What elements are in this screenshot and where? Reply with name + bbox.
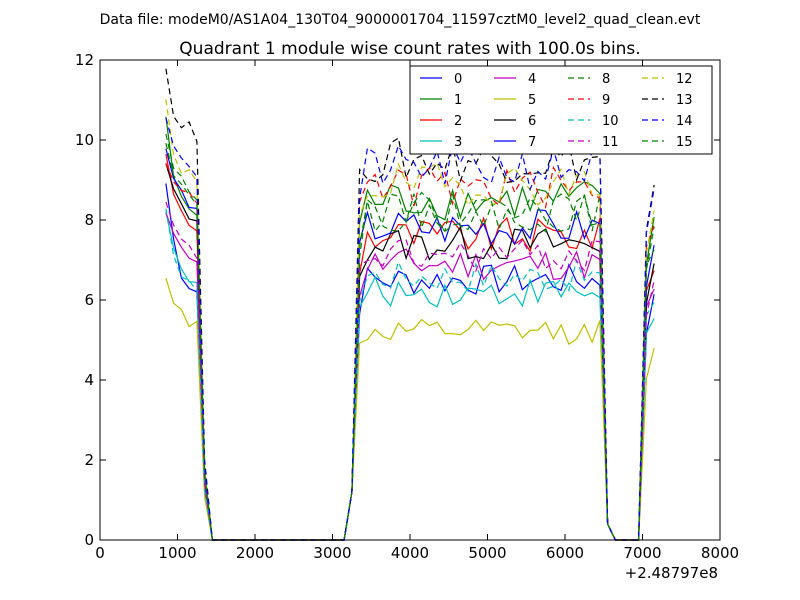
legend-label-8: 8 [602,72,610,87]
legend-label-9: 9 [602,93,610,108]
legend-label-10: 10 [602,114,619,129]
legend-label-13: 13 [676,93,693,108]
legend-label-4: 4 [528,72,536,87]
y-tick-label: 2 [84,451,94,469]
legend-label-5: 5 [528,93,536,108]
x-tick-label: 1000 [158,544,196,562]
series-line-13 [165,68,655,541]
legend-label-1: 1 [454,93,462,108]
y-tick-label: 4 [84,371,94,389]
x-offset-label: +2.48797e8 [625,564,718,582]
x-tick-label: 6000 [546,544,584,562]
chart-title: Quadrant 1 module wise count rates with … [179,39,640,59]
x-tick-label: 0 [95,544,105,562]
legend-label-6: 6 [528,114,536,129]
legend-label-11: 11 [602,135,619,150]
x-tick-label: 2000 [236,544,274,562]
series-line-9 [165,163,655,541]
legend-frame [409,65,713,155]
x-tick-label: 3000 [313,544,351,562]
legend-label-14: 14 [676,114,693,129]
legend-label-3: 3 [454,135,462,150]
x-axis: 0 1000 2000 3000 4000 5000 6000 7000 8000 [95,60,739,562]
legend-label-7: 7 [528,135,536,150]
y-tick-label: 12 [75,51,94,69]
series-line-10 [165,208,655,541]
x-tick-label: 5000 [468,544,506,562]
y-tick-label: 8 [84,211,94,229]
y-tick-label: 0 [84,531,94,549]
legend-label-0: 0 [454,72,462,87]
x-tick-label: 4000 [391,544,429,562]
legend-label-15: 15 [676,135,693,150]
x-tick-label: 8000 [701,544,739,562]
series-layer [165,68,655,541]
y-tick-label: 6 [84,291,94,309]
y-tick-label: 10 [75,131,94,149]
suptitle: Data file: modeM0/AS1A04_130T04_90000017… [100,12,701,28]
x-tick-label: 7000 [623,544,661,562]
legend-label-2: 2 [454,114,462,129]
series-line-15 [165,143,655,541]
legend-label-12: 12 [676,72,693,87]
